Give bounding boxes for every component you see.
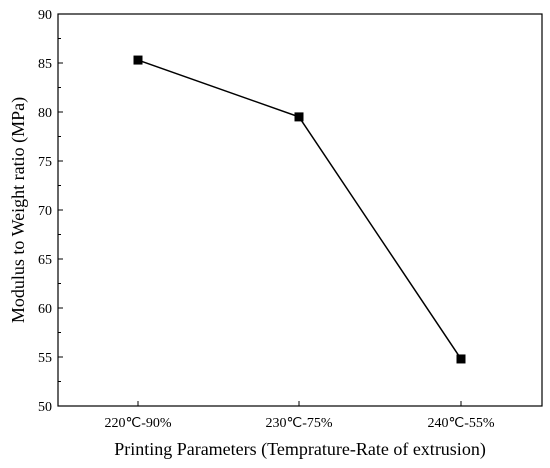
x-axis-title: Printing Parameters (Temprature-Rate of … bbox=[114, 439, 486, 460]
y-tick-label: 55 bbox=[38, 351, 52, 366]
x-tick-label: 220℃-90% bbox=[104, 416, 171, 431]
data-point-marker bbox=[133, 55, 143, 65]
y-axis-title: Modulus to Weight ratio (MPa) bbox=[8, 97, 29, 323]
y-tick-label: 75 bbox=[38, 155, 52, 170]
y-tick-label: 90 bbox=[38, 8, 52, 23]
y-axis: 50 55 60 65 70 75 80 85 90 bbox=[38, 8, 63, 415]
x-tick-label: 240℃-55% bbox=[427, 416, 494, 431]
y-tick-label: 80 bbox=[38, 106, 52, 121]
plot-frame bbox=[57, 13, 543, 407]
y-tick-label: 65 bbox=[38, 253, 52, 268]
series-line bbox=[137, 59, 462, 360]
data-point-marker bbox=[456, 354, 466, 364]
y-tick-label: 85 bbox=[38, 57, 52, 72]
y-tick-label: 70 bbox=[38, 204, 52, 219]
x-axis: 220℃-90% 230℃-75% 240℃-55% bbox=[104, 401, 495, 431]
y-tick-label: 50 bbox=[38, 400, 52, 415]
series-markers bbox=[133, 55, 466, 364]
y-tick-label: 60 bbox=[38, 302, 52, 317]
x-tick-label: 230℃-75% bbox=[265, 416, 332, 431]
data-point-marker bbox=[294, 112, 304, 122]
